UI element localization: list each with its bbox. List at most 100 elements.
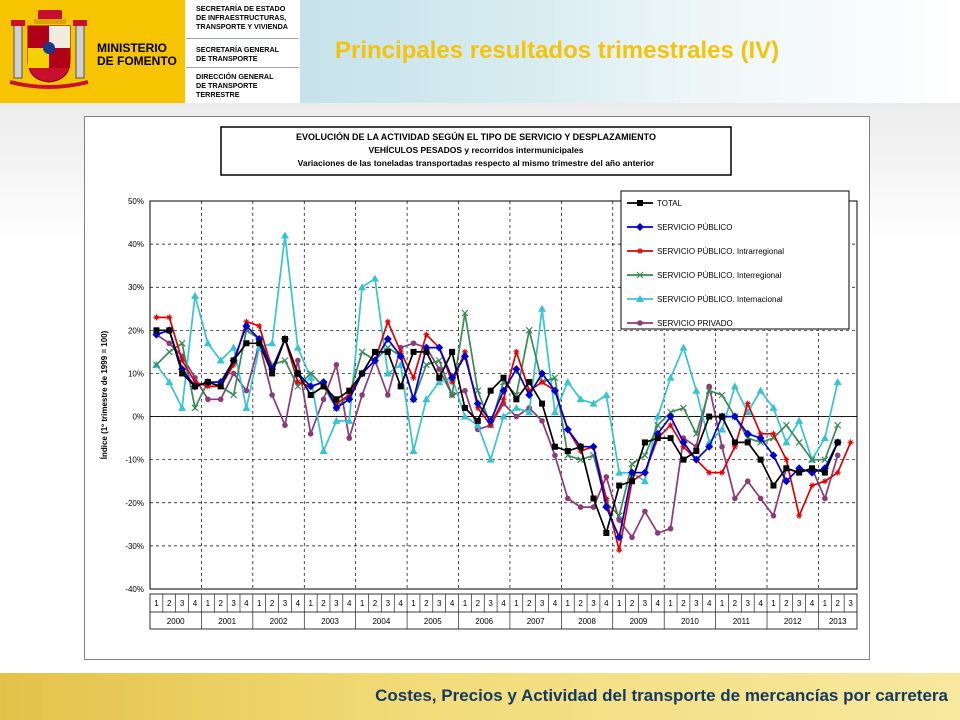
data-point bbox=[667, 525, 674, 532]
data-point bbox=[653, 412, 662, 420]
data-point bbox=[654, 435, 661, 442]
x-tick-label-year: 2007 bbox=[527, 617, 545, 626]
data-point bbox=[538, 304, 547, 312]
data-point bbox=[564, 448, 571, 455]
data-point bbox=[667, 422, 674, 429]
data-point bbox=[782, 477, 791, 486]
x-tick-label-quarter: 1 bbox=[566, 599, 571, 608]
data-point bbox=[269, 370, 276, 377]
data-point bbox=[744, 400, 751, 407]
data-point bbox=[705, 442, 714, 451]
data-point bbox=[769, 403, 778, 411]
y-tick-label: -40% bbox=[125, 585, 144, 594]
data-point bbox=[282, 422, 288, 428]
data-point bbox=[821, 469, 828, 476]
data-point bbox=[307, 431, 314, 437]
dept-line: TERRESTRE bbox=[196, 90, 240, 99]
data-point bbox=[243, 318, 250, 325]
data-point bbox=[654, 530, 661, 536]
data-point bbox=[165, 348, 173, 356]
x-tick-label-quarter: 2 bbox=[270, 599, 275, 608]
data-point bbox=[706, 413, 713, 420]
data-point bbox=[757, 495, 764, 502]
data-point bbox=[203, 339, 212, 347]
x-tick-label-quarter: 4 bbox=[450, 599, 455, 608]
x-tick-label-quarter: 3 bbox=[283, 599, 288, 608]
data-point bbox=[706, 383, 712, 390]
data-point bbox=[166, 340, 173, 347]
data-point bbox=[603, 474, 610, 480]
data-point bbox=[333, 400, 340, 407]
data-point bbox=[563, 425, 572, 434]
x-tick-label-quarter: 4 bbox=[244, 599, 249, 608]
data-point bbox=[692, 430, 700, 438]
data-point bbox=[732, 495, 738, 502]
data-point bbox=[383, 334, 392, 343]
data-point bbox=[563, 378, 572, 386]
data-point bbox=[693, 448, 700, 455]
data-point bbox=[436, 366, 443, 372]
chart-title-box bbox=[220, 126, 732, 176]
x-tick-label-quarter: 1 bbox=[154, 599, 159, 608]
data-point bbox=[281, 357, 289, 364]
data-point bbox=[589, 399, 598, 407]
dept-line: SECRETARÍA GENERAL bbox=[196, 45, 280, 54]
data-point bbox=[539, 400, 546, 407]
data-point bbox=[809, 482, 816, 489]
data-point bbox=[436, 374, 443, 381]
x-tick-label-quarter: 3 bbox=[180, 599, 185, 608]
x-tick-label-quarter: 2 bbox=[630, 599, 635, 608]
chart-title-line: Variaciones de las toneladas transportad… bbox=[298, 158, 655, 168]
data-point bbox=[756, 434, 765, 443]
data-point bbox=[307, 370, 315, 377]
x-tick-label-quarter: 3 bbox=[746, 599, 751, 608]
data-point bbox=[637, 320, 643, 326]
data-point bbox=[269, 392, 275, 398]
data-point bbox=[320, 383, 327, 390]
dept-line: DE INFRAESTRUCTURAS, bbox=[196, 13, 287, 22]
data-point bbox=[449, 348, 456, 355]
data-point bbox=[359, 392, 365, 398]
data-point bbox=[666, 373, 675, 381]
data-point bbox=[422, 361, 430, 369]
y-tick-label: -20% bbox=[125, 499, 144, 508]
data-point bbox=[564, 495, 571, 502]
data-point bbox=[409, 447, 418, 455]
data-point bbox=[730, 412, 739, 421]
data-point bbox=[230, 370, 237, 377]
x-tick-label-quarter: 3 bbox=[694, 599, 699, 608]
data-point bbox=[358, 283, 367, 291]
data-point bbox=[255, 334, 264, 343]
data-point bbox=[179, 357, 186, 364]
data-point bbox=[680, 404, 687, 412]
series-line bbox=[156, 329, 839, 536]
data-point bbox=[359, 370, 366, 377]
data-point bbox=[757, 456, 764, 463]
data-point bbox=[743, 429, 752, 438]
data-point bbox=[486, 455, 495, 463]
x-tick-label-quarter: 3 bbox=[848, 599, 853, 608]
data-point bbox=[551, 443, 558, 450]
data-point bbox=[820, 434, 829, 442]
data-point bbox=[539, 418, 545, 424]
data-point bbox=[636, 223, 644, 231]
x-tick-label-quarter: 2 bbox=[784, 599, 789, 608]
data-point bbox=[230, 361, 237, 368]
data-point bbox=[602, 391, 611, 398]
data-point bbox=[204, 383, 211, 390]
x-tick-label-quarter: 2 bbox=[527, 599, 532, 608]
data-point bbox=[770, 430, 777, 437]
legend-label: SERVICIO PÚBLICO. Interregional bbox=[657, 271, 782, 280]
data-point bbox=[770, 512, 777, 519]
data-point bbox=[370, 356, 379, 365]
data-point bbox=[216, 356, 225, 364]
x-tick-label-quarter: 3 bbox=[231, 599, 236, 608]
data-point bbox=[217, 396, 224, 403]
x-tick-label-quarter: 4 bbox=[810, 599, 815, 608]
data-point bbox=[808, 456, 816, 464]
x-tick-label-quarter: 4 bbox=[501, 599, 506, 608]
data-point bbox=[731, 443, 738, 450]
data-point bbox=[345, 395, 354, 404]
data-point bbox=[396, 352, 405, 361]
x-tick-label-year: 2012 bbox=[784, 617, 802, 626]
